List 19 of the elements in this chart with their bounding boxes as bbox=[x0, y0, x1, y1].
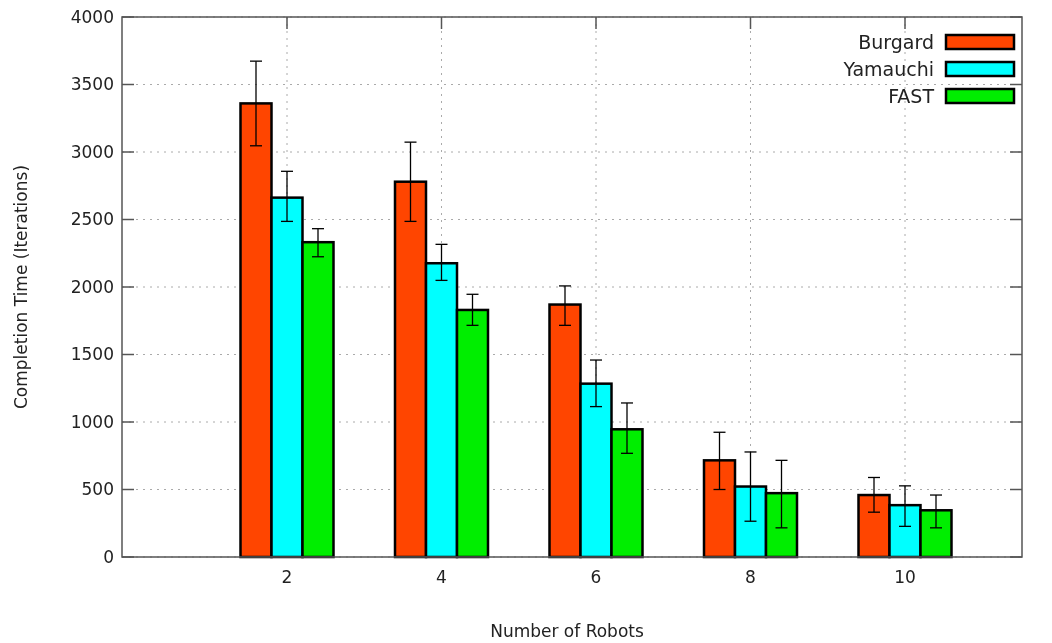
y-tick-label: 3000 bbox=[70, 141, 114, 162]
y-tick-label: 3500 bbox=[70, 74, 114, 95]
legend-label: Yamauchi bbox=[842, 57, 934, 80]
x-tick-label: 2 bbox=[281, 567, 293, 587]
y-axis-title: Completion Time (Iterations) bbox=[11, 164, 31, 410]
y-tick-label: 1000 bbox=[70, 411, 114, 432]
x-tick-label: 4 bbox=[436, 567, 447, 587]
y-tick-label: 500 bbox=[81, 479, 114, 500]
legend-label: FAST bbox=[888, 84, 935, 107]
x-tick-label: 10 bbox=[894, 567, 916, 587]
y-tick-label: 2500 bbox=[70, 209, 114, 230]
y-tick-label: 1500 bbox=[70, 344, 114, 365]
legend-label: Burgard bbox=[858, 30, 934, 53]
x-axis-title: Number of Robots bbox=[490, 621, 644, 641]
y-tick-label: 4000 bbox=[70, 6, 114, 27]
x-tick-label: 6 bbox=[590, 567, 602, 587]
y-tick-label: 2000 bbox=[70, 276, 114, 297]
x-tick-label: 8 bbox=[745, 567, 756, 587]
y-tick-label: 0 bbox=[103, 546, 114, 567]
